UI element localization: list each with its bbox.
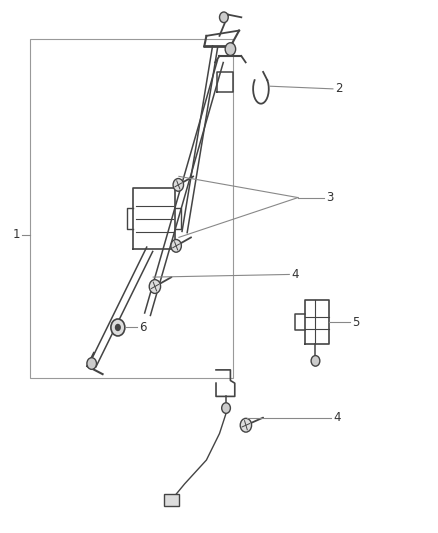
- Circle shape: [240, 418, 251, 432]
- Text: 5: 5: [352, 316, 359, 329]
- Circle shape: [149, 280, 160, 293]
- Text: 6: 6: [138, 321, 146, 334]
- Text: 3: 3: [325, 191, 333, 204]
- Circle shape: [225, 43, 235, 55]
- Bar: [163, 495, 179, 506]
- Circle shape: [311, 356, 319, 366]
- Bar: [30, 38, 232, 378]
- Circle shape: [173, 179, 183, 191]
- Circle shape: [87, 358, 96, 369]
- Circle shape: [115, 324, 120, 331]
- Circle shape: [170, 239, 181, 252]
- Text: 2: 2: [334, 83, 342, 95]
- Circle shape: [219, 12, 228, 22]
- Text: 1: 1: [13, 228, 20, 241]
- Text: 4: 4: [332, 411, 339, 424]
- Circle shape: [111, 319, 124, 336]
- Text: 4: 4: [291, 268, 298, 281]
- Circle shape: [221, 403, 230, 414]
